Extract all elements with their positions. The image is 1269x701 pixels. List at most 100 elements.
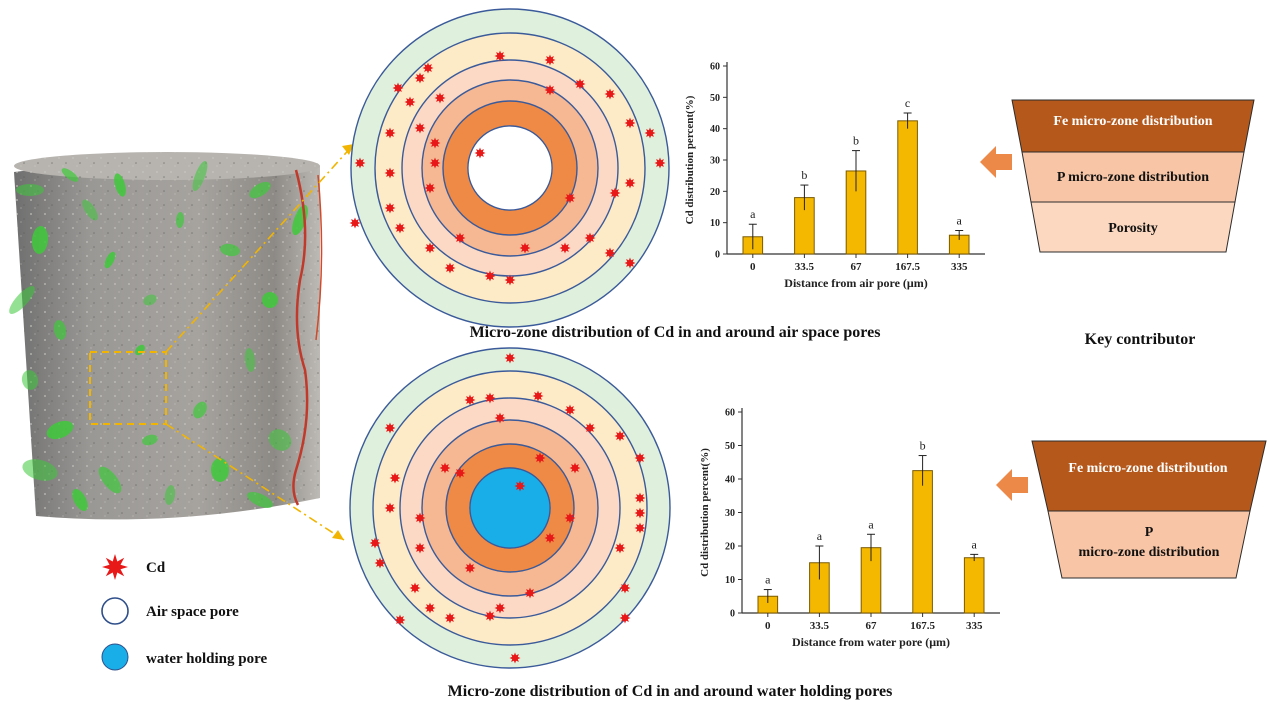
cd-point: [604, 88, 616, 100]
green-patch: [31, 226, 49, 254]
cd-point: [414, 512, 426, 524]
y-axis-label: Cd distribution percent(%): [684, 95, 696, 224]
cd-point: [559, 242, 571, 254]
cd-point: [584, 232, 596, 244]
cd-point: [514, 480, 526, 492]
cd-point: [422, 62, 434, 74]
cd-point: [384, 202, 396, 214]
cd-point: [414, 72, 426, 84]
cd-point: [374, 557, 386, 569]
cd-point: [584, 422, 596, 434]
air-pore-icon: [101, 597, 129, 625]
cd-point: [569, 462, 581, 474]
cd-point: [454, 232, 466, 244]
green-patch: [72, 489, 88, 511]
cd-point: [564, 404, 576, 416]
selection-box: [89, 351, 167, 425]
pore-center: [467, 125, 553, 211]
cd-point: [614, 430, 626, 442]
legend-water-pore-label: water holding pore: [146, 651, 267, 667]
funnel-air-label-fe: Fe micro-zone distribution: [1053, 114, 1212, 129]
x-tick-label: 67: [851, 261, 863, 273]
zoom-line-air: [165, 143, 355, 353]
cd-point: [654, 157, 666, 169]
cd-point: [464, 562, 476, 574]
cd-point: [394, 222, 406, 234]
y-tick-label: 10: [725, 575, 735, 586]
y-tick-label: 50: [710, 93, 720, 104]
water-pore-diagram: [349, 347, 671, 669]
significance-label: a: [765, 573, 771, 587]
y-tick-label: 50: [725, 441, 735, 452]
funnel-air-level-porosity: [1030, 201, 1236, 253]
y-tick-label: 60: [725, 408, 735, 419]
green-patch: [61, 168, 79, 182]
cd-point: [544, 532, 556, 544]
water-pore-bar-chart: 0 10 20 30 40 50 60 a 0 a 33.5 a 67 b 167.5 a 335 Distanc…: [699, 408, 1000, 649]
cd-point: [494, 412, 506, 424]
legend: Cd Air space pore water holding pore: [101, 554, 267, 671]
cd-point: [634, 452, 646, 464]
cd-point: [624, 177, 636, 189]
cd-point: [384, 167, 396, 179]
y-tick-label: 0: [730, 609, 735, 620]
green-patch: [164, 485, 176, 505]
cd-point: [429, 137, 441, 149]
cd-point: [434, 92, 446, 104]
significance-label: c: [905, 96, 910, 110]
green-patch: [210, 458, 230, 482]
cd-point: [624, 117, 636, 129]
air-pore-diagram: [349, 8, 670, 328]
x-tick-label: 167.5: [910, 620, 935, 632]
significance-label: a: [957, 214, 963, 228]
cd-point: [524, 587, 536, 599]
cd-star-icon: [102, 554, 128, 580]
cd-point: [444, 612, 456, 624]
water-pore-icon: [101, 643, 129, 671]
cd-point: [474, 147, 486, 159]
pore-center: [469, 467, 551, 549]
green-patch: [268, 429, 292, 451]
bar: [963, 557, 985, 614]
green-patch: [142, 434, 158, 446]
caption-water: Micro-zone distribution of Cd in and aro…: [448, 683, 893, 700]
green-patch: [262, 292, 278, 308]
cd-point: [634, 492, 646, 504]
green-patch: [143, 294, 157, 306]
cd-point: [484, 270, 496, 282]
cd-point: [389, 472, 401, 484]
y-tick-label: 20: [710, 187, 720, 198]
green-patch: [104, 251, 116, 269]
green-patch: [53, 320, 67, 340]
cd-point: [354, 157, 366, 169]
cd-point: [444, 262, 456, 274]
x-axis-label: Distance from water pore (μm): [792, 635, 950, 649]
green-patch: [82, 199, 98, 221]
x-axis-label: Distance from air pore (μm): [784, 276, 927, 290]
cd-point: [534, 452, 546, 464]
x-tick-label: 0: [765, 620, 771, 632]
cd-point: [609, 187, 621, 199]
x-tick-label: 0: [750, 261, 756, 273]
cd-point: [564, 192, 576, 204]
arrow-water-icon: [996, 469, 1028, 501]
cd-point: [392, 82, 404, 94]
green-patch: [220, 243, 240, 257]
y-tick-label: 30: [710, 156, 720, 167]
cd-point: [619, 612, 631, 624]
y-tick-label: 40: [725, 475, 735, 486]
cd-point: [384, 127, 396, 139]
x-tick-label: 335: [966, 620, 983, 632]
green-patch: [21, 370, 39, 390]
cd-point: [454, 467, 466, 479]
y-tick-label: 20: [725, 542, 735, 553]
funnel-air: Fe micro-zone distribution P micro-zone …: [980, 99, 1255, 253]
air-pore-bar-chart: 0 10 20 30 40 50 60 a 0 b 33.5 b 67 c 167.5 a 335 Distanc…: [684, 62, 985, 290]
cd-point: [494, 602, 506, 614]
green-patch: [175, 212, 185, 228]
key-contributor-label: Key contributor: [1085, 331, 1196, 348]
significance-label: a: [817, 529, 823, 543]
cd-point: [604, 247, 616, 259]
